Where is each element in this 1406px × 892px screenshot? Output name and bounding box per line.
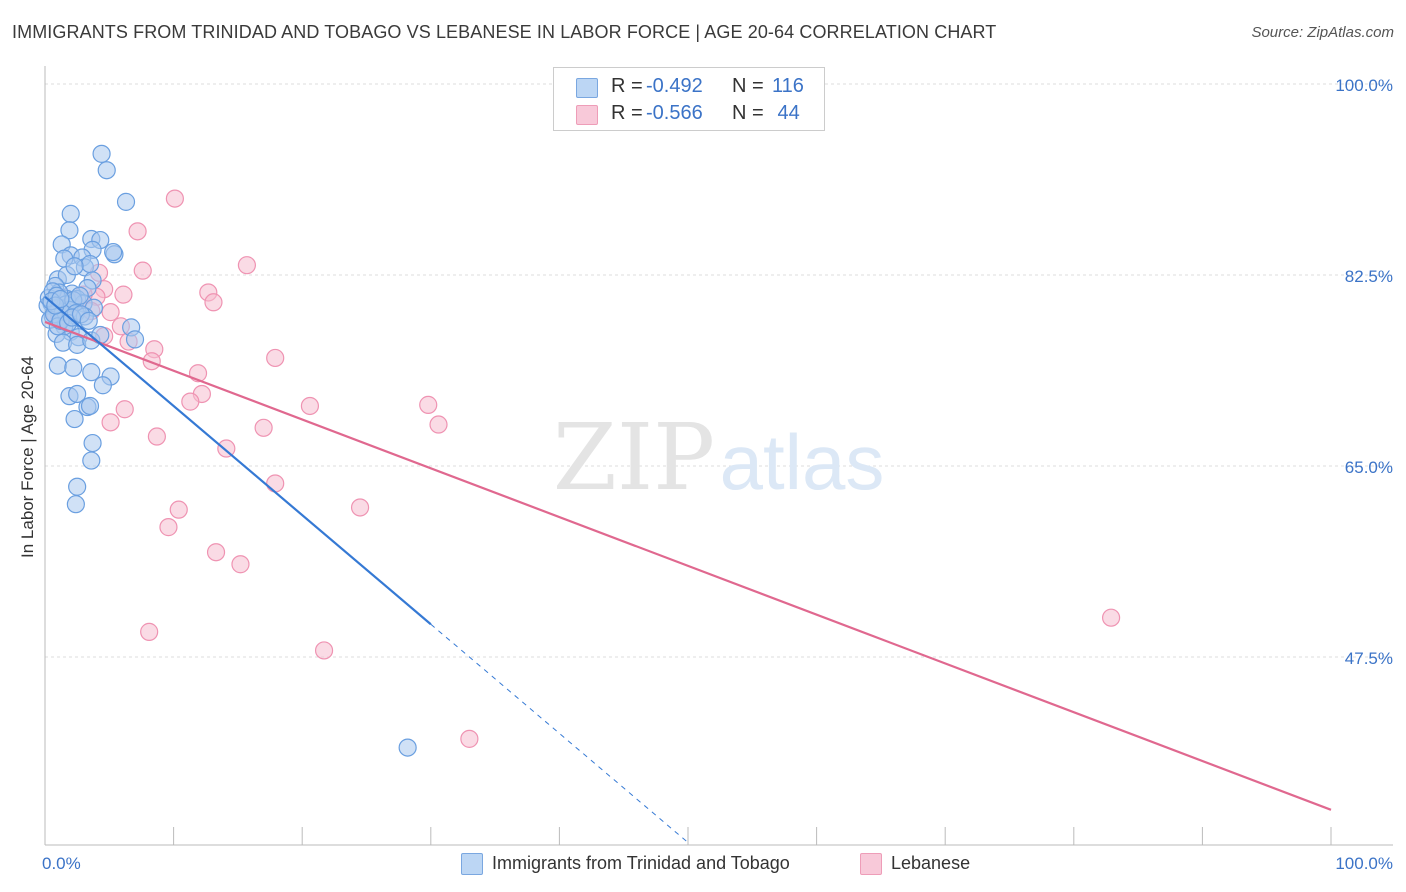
- point-lebanese: [429, 415, 448, 434]
- tick-labels: 47.5% 65.0% 82.5% 100.0% 0.0% 100.0%: [42, 76, 1393, 873]
- trend-line-trinidad: [44, 295, 432, 626]
- point-lebanese: [142, 352, 161, 371]
- point-trinidad: [60, 221, 79, 240]
- legend-r-value: -0.492: [646, 75, 703, 97]
- point-trinidad: [64, 358, 83, 377]
- point-trinidad: [65, 409, 84, 429]
- point-trinidad: [66, 495, 85, 514]
- point-lebanese: [266, 348, 285, 368]
- grid-lines: [45, 83, 1393, 658]
- legend-swatch-pink: [576, 105, 598, 125]
- point-lebanese: [101, 303, 120, 322]
- point-trinidad: [82, 451, 101, 470]
- point-trinidad: [51, 289, 70, 309]
- point-trinidad: [68, 477, 87, 496]
- point-lebanese: [254, 418, 273, 437]
- legend-label-trinidad: Immigrants from Trinidad and Tobago: [492, 853, 790, 873]
- point-lebanese: [204, 293, 223, 312]
- y-tick-label: 65.0%: [1345, 458, 1393, 477]
- data-points: [38, 144, 1121, 757]
- point-trinidad: [70, 286, 89, 305]
- point-lebanese: [159, 518, 178, 537]
- chart-title: IMMIGRANTS FROM TRINIDAD AND TOBAGO VS L…: [12, 22, 997, 42]
- legend-label-lebanese: Lebanese: [891, 853, 971, 873]
- legend-n-label: N =: [732, 75, 764, 97]
- point-trinidad: [80, 396, 100, 416]
- watermark-atlas: atlas: [720, 418, 885, 506]
- point-lebanese: [1101, 608, 1121, 627]
- trend-lines: [44, 295, 1332, 843]
- point-lebanese: [350, 498, 370, 517]
- legend-r-label: R =: [611, 75, 643, 97]
- point-lebanese: [101, 413, 120, 432]
- point-trinidad: [79, 311, 98, 330]
- trend-line-trinidad-extension: [430, 623, 689, 843]
- point-lebanese: [231, 555, 250, 574]
- x-tick-label: 100.0%: [1335, 854, 1393, 873]
- point-lebanese: [165, 189, 184, 208]
- watermark: ZIP atlas: [553, 404, 884, 511]
- point-lebanese: [114, 285, 133, 304]
- point-trinidad: [48, 356, 67, 375]
- legend-swatch-blue: [576, 78, 598, 98]
- watermark-zip: ZIP: [553, 404, 715, 511]
- legend-r-label: R =: [611, 102, 643, 124]
- point-trinidad: [65, 257, 84, 276]
- point-lebanese: [140, 622, 159, 641]
- y-tick-label: 100.0%: [1335, 76, 1393, 95]
- point-lebanese: [133, 261, 152, 280]
- source-note: Source: ZipAtlas.com: [1251, 24, 1394, 41]
- point-lebanese: [460, 729, 479, 748]
- point-trinidad: [125, 330, 145, 349]
- point-trinidad: [61, 204, 80, 223]
- correlation-legend: R = -0.492 N = 116 R = -0.566 N = 44: [553, 67, 825, 131]
- point-trinidad: [104, 242, 123, 262]
- y-tick-label: 82.5%: [1345, 267, 1393, 286]
- point-lebanese: [128, 222, 147, 241]
- point-lebanese: [206, 543, 226, 562]
- point-lebanese: [169, 500, 188, 519]
- point-trinidad: [82, 363, 101, 382]
- point-lebanese: [115, 400, 134, 419]
- point-trinidad: [80, 254, 100, 274]
- point-lebanese: [217, 439, 236, 458]
- point-trinidad: [68, 384, 87, 404]
- point-lebanese: [147, 427, 166, 446]
- y-axis-label: In Labor Force | Age 20-64: [18, 356, 37, 558]
- point-trinidad: [116, 192, 136, 211]
- point-lebanese: [419, 395, 438, 414]
- y-tick-label: 47.5%: [1345, 649, 1393, 668]
- axes: [44, 66, 1393, 846]
- point-lebanese: [237, 256, 257, 275]
- trend-line-lebanese: [44, 320, 1332, 811]
- point-trinidad: [93, 376, 112, 395]
- legend-n-value: 116: [772, 75, 804, 97]
- x-tick-label: 0.0%: [42, 854, 81, 873]
- legend-swatch-pink: [860, 853, 882, 875]
- point-lebanese: [314, 641, 334, 660]
- point-trinidad: [83, 433, 102, 453]
- point-lebanese: [266, 474, 285, 493]
- legend-n-label: N =: [732, 102, 764, 124]
- legend-swatch-blue: [461, 853, 483, 875]
- point-lebanese: [300, 396, 320, 416]
- point-trinidad: [398, 738, 417, 757]
- point-trinidad: [92, 144, 111, 163]
- legend-r-value: -0.566: [646, 102, 703, 124]
- legend-n-value: 44: [772, 102, 800, 124]
- point-trinidad: [97, 161, 116, 180]
- point-lebanese: [181, 392, 200, 411]
